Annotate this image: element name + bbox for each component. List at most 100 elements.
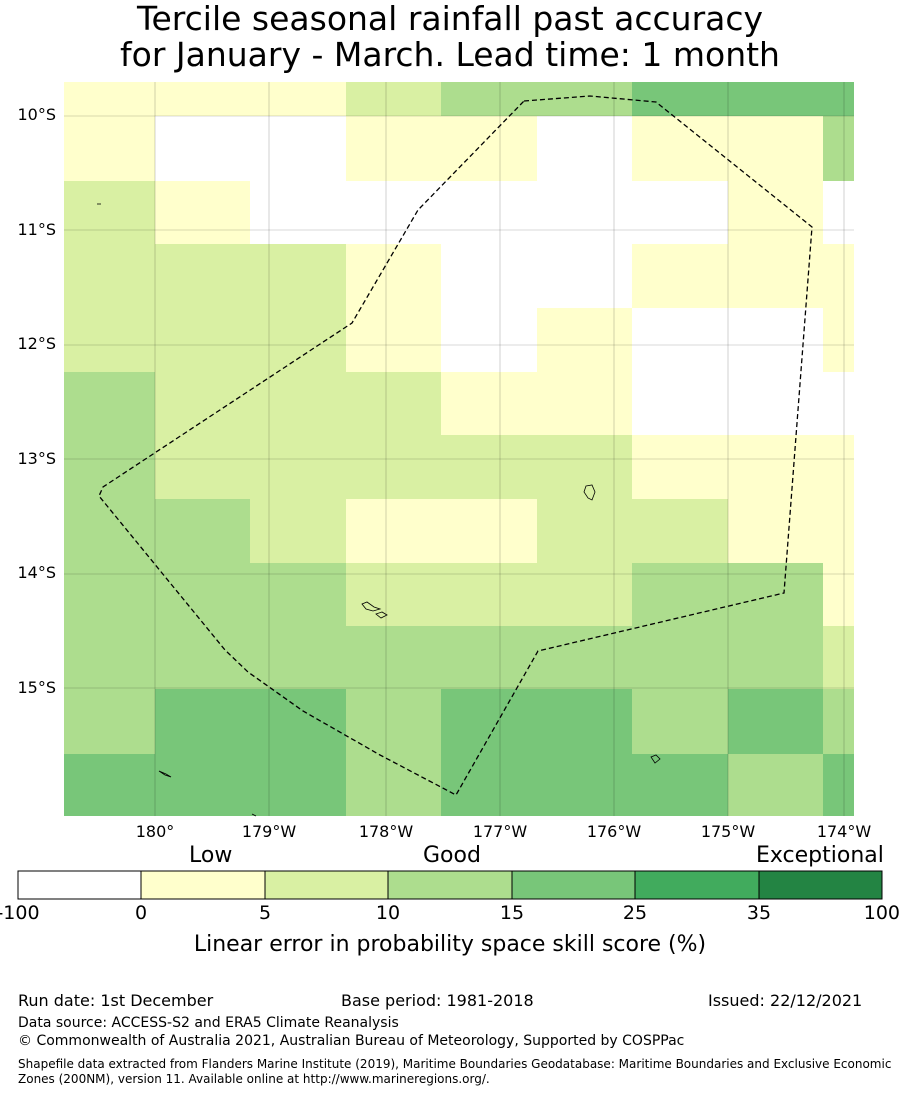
colorbar-tick: -100 [0, 902, 40, 924]
lon-label: 178°W [358, 822, 414, 841]
grid-cell [441, 82, 632, 116]
run-date: Run date: 1st December [18, 991, 214, 1010]
colorbar-tick: 10 [375, 902, 401, 924]
island-outline [583, 484, 596, 501]
colorbar-segment [512, 871, 635, 899]
colorbar-tick: 15 [499, 902, 525, 924]
grid-cell [728, 689, 823, 754]
grid-cell [823, 626, 854, 689]
graticule [64, 82, 854, 816]
grid-cell [728, 754, 823, 816]
colorbar-segment [388, 871, 512, 899]
colorbar-tick: 5 [258, 902, 272, 924]
grid-cell [823, 116, 854, 181]
grid-cell [64, 689, 155, 754]
lon-label: 176°W [586, 822, 642, 841]
colorbar-label: Linear error in probability space skill … [193, 932, 707, 957]
grid-cell [823, 689, 854, 754]
lon-label: 177°W [472, 822, 528, 841]
colorbar-frame [17, 870, 883, 900]
grid-cell [346, 563, 632, 626]
grid-cell [728, 181, 823, 244]
grid-cell [632, 435, 854, 499]
colorbar-segment [141, 871, 265, 899]
grid-cell [346, 308, 441, 372]
base-period: Base period: 1981-2018 [341, 991, 534, 1010]
grid-cell [441, 689, 632, 754]
grid-cell [632, 82, 854, 116]
data-source: Data source: ACCESS-S2 and ERA5 Climate … [18, 1015, 399, 1031]
grid-cell [346, 116, 537, 181]
skill-grid [64, 82, 854, 816]
grid-cell [64, 626, 823, 689]
island-outline [375, 611, 388, 619]
map-title-line2: for January - March. Lead time: 1 month [120, 35, 780, 74]
grid-cell [64, 244, 346, 308]
colorbar [17, 870, 883, 900]
grid-cell [441, 754, 728, 816]
grid-cell [155, 689, 346, 754]
lat-label: 10°S [17, 105, 56, 124]
colorbar-tick: 0 [134, 902, 148, 924]
grid-cell [155, 372, 441, 435]
lat-label: 11°S [17, 220, 56, 239]
colorbar-category-low: Low [189, 843, 233, 868]
lon-label: 180° [135, 822, 175, 841]
grid-cell [346, 689, 441, 754]
lat-label: 13°S [17, 449, 56, 468]
map-title-line1: Tercile seasonal rainfall past accuracy [136, 0, 764, 38]
island-outline [650, 754, 661, 764]
grid-cell [346, 82, 441, 116]
colorbar-tick: 25 [622, 902, 648, 924]
grid-cell [155, 181, 250, 244]
lat-label: 14°S [17, 563, 56, 582]
grid-cell [632, 116, 823, 181]
grid-cell [64, 82, 346, 116]
grid-cell [346, 244, 441, 308]
grid-cell [823, 308, 854, 372]
eez-boundary [98, 95, 813, 796]
grid-cell [64, 435, 155, 499]
colorbar-category-exceptional: Exceptional [756, 843, 884, 868]
lon-label: 179°W [241, 822, 297, 841]
issued-date: Issued: 22/12/2021 [708, 991, 863, 1010]
colorbar-segment [759, 871, 882, 899]
colorbar-segment [635, 871, 759, 899]
lat-label: 12°S [17, 334, 56, 353]
grid-cell [64, 181, 155, 244]
lon-label: 174°W [816, 822, 872, 841]
colorbar-tick: 35 [746, 902, 772, 924]
grid-cell [823, 754, 854, 816]
grid-cell [155, 435, 632, 499]
grid-cell [64, 372, 155, 435]
grid-cell [64, 754, 346, 816]
grid-cell [823, 563, 854, 626]
grid-cell [64, 308, 346, 372]
colorbar-category-good: Good [423, 843, 481, 868]
grid-cell [64, 563, 346, 626]
shapefile-credit: Shapefile data extracted from Flanders M… [18, 1057, 892, 1086]
land-outlines [97, 203, 661, 817]
grid-cell [250, 499, 346, 563]
grid-cell [632, 244, 854, 308]
lat-label: 15°S [17, 678, 56, 697]
grid-cell [537, 499, 728, 563]
grid-cell [64, 116, 155, 181]
colorbar-tick: 100 [863, 902, 900, 924]
copyright: © Commonwealth of Australia 2021, Austra… [18, 1033, 685, 1049]
grid-cell [346, 754, 441, 816]
grid-cell [346, 499, 537, 563]
grid-cell [728, 499, 854, 563]
grid-cell [537, 308, 632, 372]
grid-cell [632, 689, 728, 754]
grid-cell [632, 563, 823, 626]
colorbar-segment [265, 871, 388, 899]
island-outline [361, 601, 382, 612]
colorbar-segment [18, 871, 141, 899]
island-outline [158, 770, 172, 778]
grid-cell [64, 499, 250, 563]
island-outline [251, 813, 257, 817]
grid-cell [441, 372, 632, 435]
lon-label: 175°W [700, 822, 756, 841]
